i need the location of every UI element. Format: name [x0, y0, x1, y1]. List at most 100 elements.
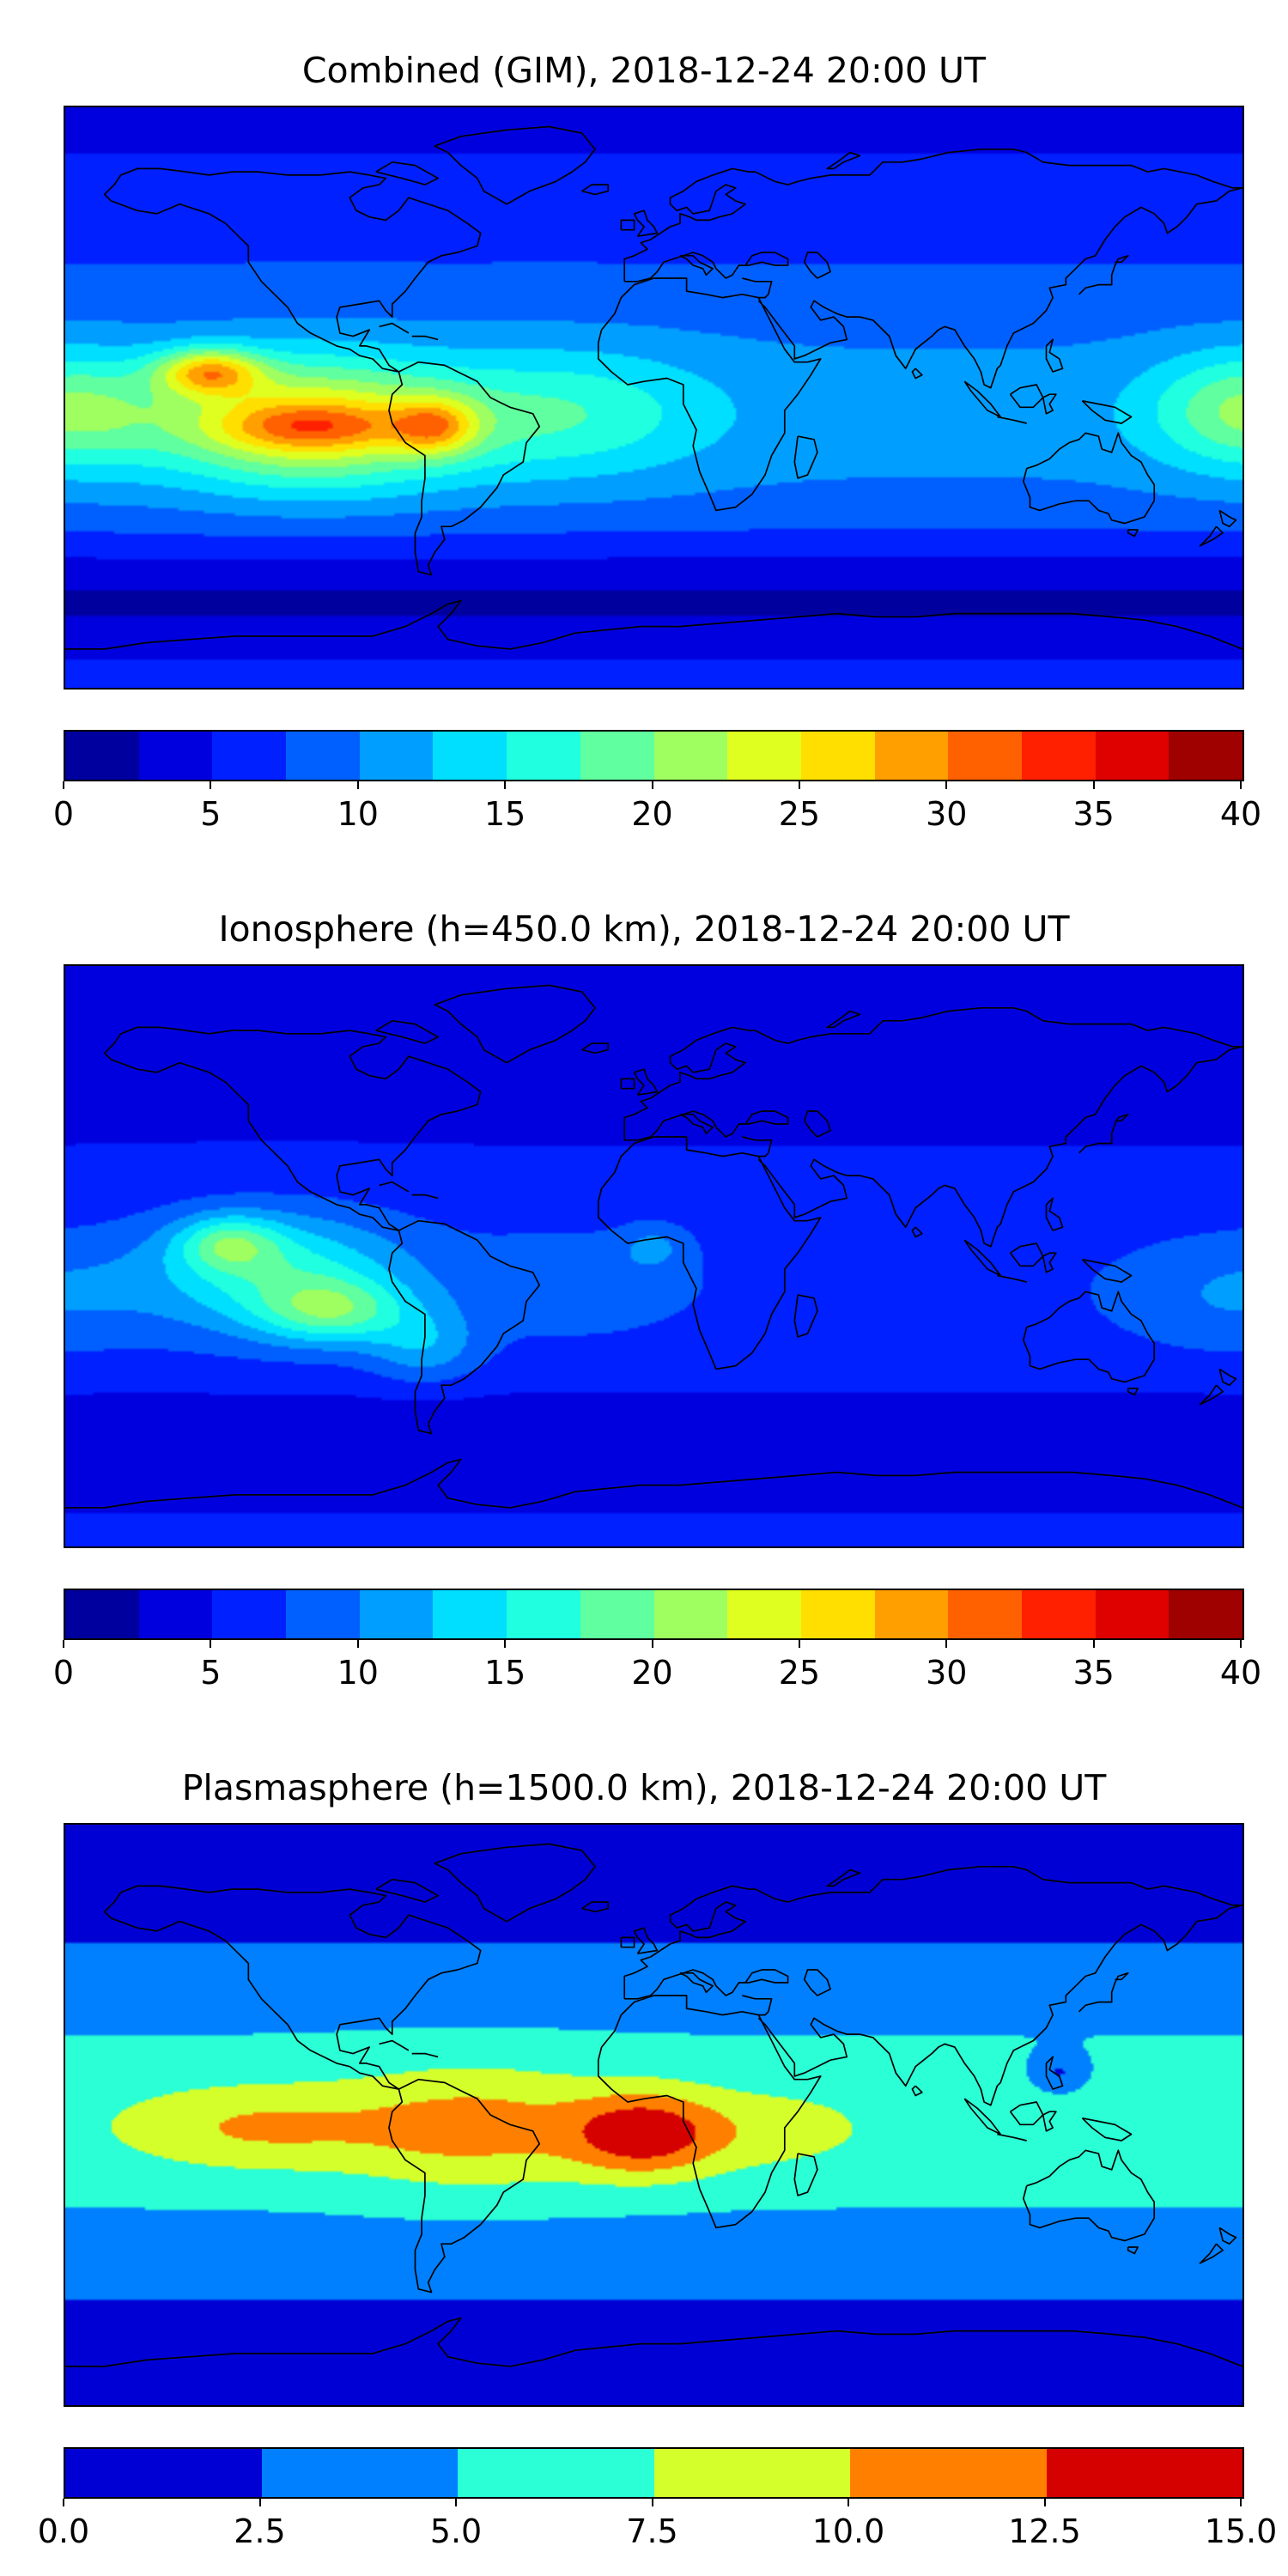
panel-title: Plasmasphere (h=1500.0 km), 2018-12-24 2… [181, 1767, 1107, 1808]
colorbar-segment [65, 732, 139, 780]
panel-plasmasphere: Plasmasphere (h=1500.0 km), 2018-12-24 2… [0, 1717, 1288, 2576]
colorbar-tick-label: 0.0 [37, 2512, 90, 2550]
colorbar-tick-label: 15 [483, 795, 526, 833]
coastline-path [388, 1219, 541, 1435]
colorbar-tick [63, 781, 64, 789]
colorbar-tick [356, 1640, 359, 1648]
panel-title: Ionosphere (h=450.0 km), 2018-12-24 20:0… [218, 908, 1070, 950]
coastline-path [1127, 529, 1139, 538]
colorbar-segment [1095, 732, 1170, 780]
colorbar-tick [1240, 781, 1242, 789]
colorbar-tick [210, 781, 212, 789]
coastline-path [797, 148, 1242, 189]
coastline-path [623, 222, 681, 282]
coastline-path [597, 1136, 822, 1370]
colorbar-tick [1092, 1640, 1095, 1648]
coastline-path [757, 1905, 1242, 2106]
world-map-ionosphere [64, 964, 1244, 1548]
colorbar-tick-label: 40 [1219, 795, 1262, 833]
coastline-path [1042, 393, 1057, 415]
coastline-path [65, 1458, 1242, 1509]
colorbar-segment [874, 1590, 949, 1638]
coastline-path [1218, 2227, 1237, 2245]
colorbar-segment [580, 732, 654, 780]
coastline-path [411, 1194, 439, 1200]
coastline-path [388, 361, 541, 576]
coastline-path [434, 125, 596, 205]
coastline-path [963, 2098, 1002, 2136]
coastline-path [411, 2052, 439, 2058]
colorbar-tick-label: 5.0 [429, 2512, 483, 2550]
colorbar-segment [138, 1590, 213, 1638]
coastline-path [620, 219, 635, 231]
colorbar-tick [798, 1640, 800, 1648]
colorbar-tick-label: 7.5 [626, 2512, 678, 2550]
coastline-path [103, 1026, 482, 1231]
coastline-path [757, 187, 1242, 389]
colorbar-segment [65, 2449, 262, 2497]
colorbar-tick-label: 10 [337, 1654, 379, 1692]
colorbar-tick-label: 0 [52, 1654, 75, 1692]
colorbar-tick [455, 2499, 457, 2506]
colorbar-segment [286, 732, 360, 780]
colorbar-tick-label: 35 [1072, 795, 1115, 833]
coastline-path [1009, 1242, 1044, 1267]
colorbar-tick [651, 781, 653, 789]
coastline-path [997, 1274, 1027, 1283]
colorbar-tick-label: 30 [926, 795, 968, 833]
coastline-path [793, 1294, 818, 1338]
coastline-path [103, 1885, 482, 2090]
coastline-path [1218, 509, 1237, 528]
coastline-path [379, 322, 410, 334]
coastline-path [742, 1995, 773, 2016]
coastline-path [669, 167, 799, 224]
colorbar [64, 1589, 1244, 1640]
coastline-path [434, 1843, 596, 1923]
colorbar-segment [653, 2449, 850, 2497]
colorbar-segment [948, 732, 1022, 780]
tec-field-canvas [65, 966, 1242, 1546]
coastline-path [633, 1927, 659, 1955]
coastline-path [742, 1136, 773, 1157]
coastline-path [633, 210, 659, 238]
colorbar-tick-label: 5 [200, 795, 222, 833]
coastline-path [1045, 338, 1064, 373]
world-map-plasmasphere [64, 1823, 1244, 2407]
colorbar [64, 730, 1244, 781]
colorbar [64, 2447, 1244, 2499]
coastline-path [963, 1239, 1002, 1277]
colorbar-segment [65, 1590, 139, 1638]
coastline-path [997, 2133, 1027, 2142]
colorbar-tick [258, 2499, 261, 2506]
colorbar-tick [63, 1640, 64, 1648]
coastline-path [379, 2039, 410, 2051]
colorbar-tick-labels: 0 5 10 15 20 25 30 35 40 [53, 795, 1261, 838]
colorbar-tick-label: 15 [483, 1654, 526, 1692]
colorbar-segment [800, 732, 875, 780]
coastline-path [581, 184, 610, 196]
colorbar-ticks [63, 2499, 1242, 2507]
coastline-path [623, 1940, 681, 1999]
colorbar-segment [1095, 1590, 1170, 1638]
colorbar-segment [212, 1590, 287, 1638]
coastline-path [1127, 2246, 1139, 2255]
coastline-path [669, 1026, 799, 1083]
coastline-path [963, 380, 1002, 418]
colorbar-tick [848, 2499, 849, 2506]
colorbar-segment [507, 1590, 580, 1638]
colorbar-tick-label: 20 [631, 1654, 673, 1692]
colorbar-tick [945, 781, 948, 789]
coastline-path [65, 599, 1242, 650]
colorbar-tick [651, 1640, 653, 1648]
coastline-path [669, 1885, 799, 1941]
colorbar-segment [800, 1590, 875, 1638]
coastline-path [911, 2085, 923, 2097]
colorbar-tick-label: 35 [1072, 1654, 1115, 1692]
coastline-path [1199, 526, 1224, 547]
coastline-path [375, 1019, 439, 1044]
coastline-path [1022, 2149, 1156, 2242]
colorbar-tick [504, 781, 507, 789]
colorbar-segment [359, 1590, 434, 1638]
coastline-path [793, 435, 818, 479]
colorbar-tick-labels: 0 5 10 15 20 25 30 35 40 [53, 1654, 1261, 1697]
